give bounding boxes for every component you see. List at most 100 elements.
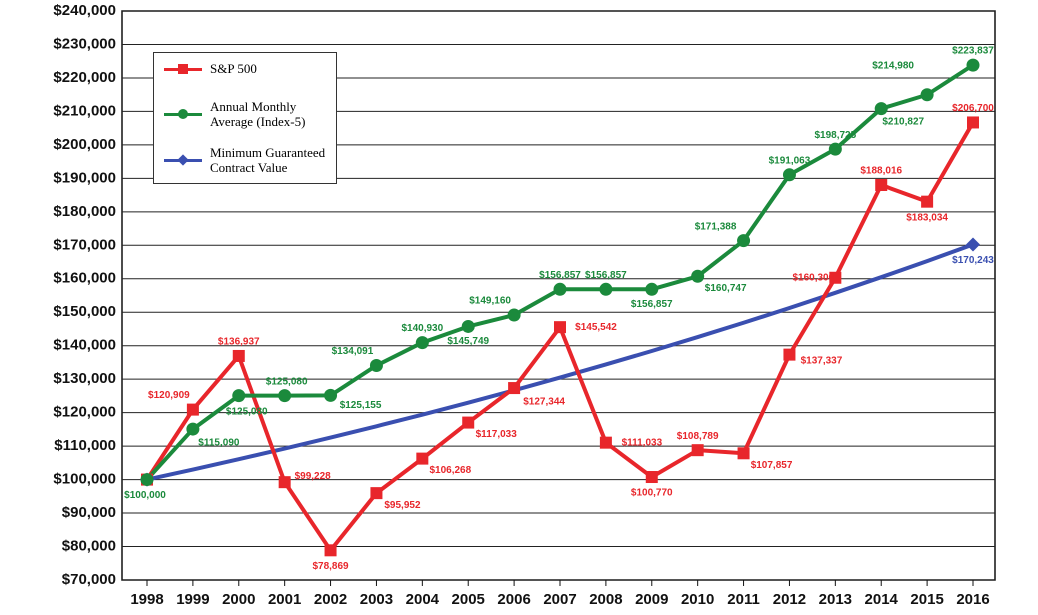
legend-swatch (164, 63, 202, 75)
marker (874, 102, 888, 116)
x-tick-label: 2003 (360, 591, 393, 608)
marker (462, 416, 475, 429)
legend-label: S&P 500 (210, 61, 257, 76)
data-label: $134,091 (332, 346, 374, 357)
y-tick-label: $120,000 (53, 404, 116, 421)
data-label: $106,268 (429, 465, 471, 476)
data-label: $120,909 (148, 390, 190, 401)
x-tick-label: 2009 (635, 591, 668, 608)
data-label: $136,937 (218, 337, 260, 348)
data-label: $125,155 (340, 400, 382, 411)
marker (599, 282, 613, 296)
x-tick-label: 2007 (543, 591, 576, 608)
x-tick-label: 2014 (865, 591, 899, 608)
marker (783, 348, 796, 361)
y-tick-label: $170,000 (53, 236, 116, 253)
y-tick-label: $140,000 (53, 337, 116, 354)
legend-item: Minimum Guaranteed Contract Value (164, 145, 335, 175)
data-label: $160,747 (705, 283, 747, 294)
y-tick-label: $90,000 (62, 504, 116, 521)
data-label: $100,000 (124, 490, 166, 501)
marker (370, 487, 383, 500)
legend-swatch (164, 108, 202, 120)
x-tick-label: 2015 (910, 591, 943, 608)
legend: S&P 500 Annual Monthly Average (Index-5) M… (153, 52, 337, 184)
data-label: $108,789 (677, 431, 719, 442)
data-label: $100,770 (631, 488, 673, 499)
data-label: $107,857 (751, 460, 793, 471)
data-label: $156,857 (539, 270, 581, 281)
marker (599, 436, 612, 449)
data-label: $149,160 (469, 296, 511, 307)
marker (875, 178, 888, 191)
marker (782, 168, 796, 182)
data-label: $95,952 (384, 500, 421, 511)
x-tick-label: 2000 (222, 591, 255, 608)
marker (737, 447, 750, 460)
marker (828, 142, 842, 156)
data-label: $78,869 (312, 561, 349, 572)
data-label: $125,080 (266, 376, 308, 387)
marker (966, 237, 980, 252)
marker (415, 336, 429, 350)
marker (966, 58, 980, 72)
data-label: $111,033 (622, 437, 663, 448)
x-tick-label: 1998 (130, 591, 163, 608)
data-label: $137,337 (801, 355, 843, 366)
marker (507, 308, 521, 322)
y-tick-label: $160,000 (53, 270, 116, 287)
marker (553, 282, 567, 296)
y-tick-label: $150,000 (53, 303, 116, 320)
marker (186, 422, 200, 436)
y-tick-label: $180,000 (53, 203, 116, 220)
marker (645, 471, 658, 484)
marker (691, 269, 705, 283)
marker (737, 234, 751, 248)
series-line (146, 242, 974, 482)
data-label: $171,388 (695, 221, 737, 232)
data-label: $145,542 (575, 322, 617, 333)
marker (369, 358, 383, 372)
data-label: $156,857 (585, 270, 627, 281)
y-tick-label: $220,000 (53, 69, 116, 86)
x-tick-label: 2010 (681, 591, 714, 608)
data-label: $156,857 (631, 299, 673, 310)
y-tick-label: $210,000 (53, 102, 116, 119)
data-label: $191,063 (769, 155, 811, 166)
y-tick-label: $110,000 (54, 437, 116, 454)
data-label: $117,033 (476, 429, 518, 440)
data-label: $210,827 (882, 116, 924, 127)
x-tick-label: 2011 (727, 591, 760, 608)
marker (461, 319, 475, 333)
marker (554, 321, 566, 334)
y-tick-label: $200,000 (53, 136, 116, 153)
x-tick-label: 1999 (176, 591, 209, 608)
legend-item: Annual Monthly Average (Index-5) (164, 99, 335, 129)
y-tick-label: $130,000 (53, 370, 116, 387)
data-label: $125,080 (226, 406, 268, 417)
legend-item: S&P 500 (164, 61, 335, 76)
data-label: $160,300 (792, 272, 834, 283)
y-tick-label: $80,000 (62, 537, 116, 554)
marker (278, 389, 292, 403)
data-label: $127,344 (523, 397, 565, 408)
y-tick-label: $100,000 (53, 471, 116, 488)
marker (645, 282, 659, 296)
legend-swatch (164, 154, 202, 166)
marker (278, 476, 291, 489)
legend-label: Annual Monthly Average (Index-5) (210, 99, 306, 129)
x-tick-label: 2013 (819, 591, 852, 608)
data-label: $99,228 (295, 471, 332, 482)
data-label: $206,700 (952, 103, 994, 114)
marker (967, 116, 979, 129)
x-tick-label: 2005 (452, 591, 485, 608)
marker (324, 388, 338, 402)
marker (186, 403, 199, 416)
x-tick-label: 2001 (268, 591, 301, 608)
marker (324, 544, 337, 557)
legend-label: Minimum Guaranteed Contract Value (210, 145, 326, 175)
marker (921, 195, 934, 208)
marker (232, 349, 245, 362)
